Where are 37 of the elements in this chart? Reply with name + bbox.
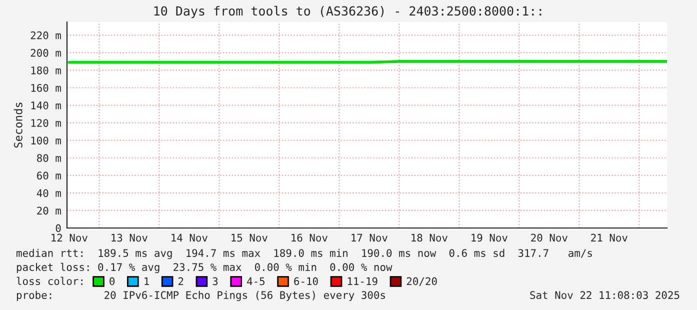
x-tick-label: 14 Nov (172, 234, 208, 242)
x-tick-label: 15 Nov (232, 234, 268, 242)
y-tick-label: 0 (56, 224, 61, 232)
legend-label: 0 (110, 277, 115, 286)
legend-label: 3 (212, 277, 218, 286)
legend-label: 1 (144, 277, 149, 286)
x-tick-label: 18 Nov (412, 234, 448, 242)
chart-title: 10 Days from tools to (AS36236) - 2403:2500:8000:1:: (154, 6, 542, 18)
legend-label: 20/20 (406, 277, 437, 286)
x-tick-label: 21 Nov (591, 234, 628, 242)
x-tick-label: 19 Nov (472, 234, 508, 242)
x-tick-label: 12 Nov (52, 234, 88, 242)
legend-title: loss color: (16, 276, 82, 286)
y-tick-label: 100 m (31, 136, 61, 144)
x-tick-label: 17 Nov (352, 234, 388, 242)
y-tick-label: 180 m (31, 66, 61, 74)
y-tick-label: 20 m (37, 206, 61, 215)
x-tick-label: 13 Nov (112, 234, 148, 242)
text: packet loss: 0.17 % avg 23.75 % max 0.00 % min 0.00 % now (16, 262, 392, 274)
y-tick-label: 220 m (30, 31, 61, 40)
legend-label: 6-10 (294, 277, 318, 286)
y-tick-label: 140 m (31, 102, 61, 110)
legend-label: 11-19 (348, 277, 378, 286)
y-tick-label: 200 m (30, 48, 61, 57)
text: Sat Nov 22 11:08:03 2025 (530, 291, 680, 300)
x-tick-label: 20 Nov (531, 234, 568, 242)
y-axis-title: Seconds (14, 102, 22, 148)
y-tick-label: 120 m (31, 119, 61, 127)
legend-label: 4-5 (247, 277, 265, 286)
text: median rtt: 189.5 ms avg 194.7 ms max 189.0 ms min 190.0 ms now 0.6 ms sd 317.7 am/s (16, 248, 592, 260)
x-tick-label: 16 Nov (292, 234, 328, 242)
legend-label: 2 (178, 277, 184, 286)
y-tick-label: 60 m (37, 172, 61, 180)
y-tick-label: 160 m (31, 84, 61, 92)
y-tick-label: 80 m (37, 154, 61, 162)
text: probe: 20 IPv6-ICMP Echo Pings (56 Bytes) every 300s (16, 290, 385, 302)
y-tick-label: 40 m (36, 189, 61, 198)
